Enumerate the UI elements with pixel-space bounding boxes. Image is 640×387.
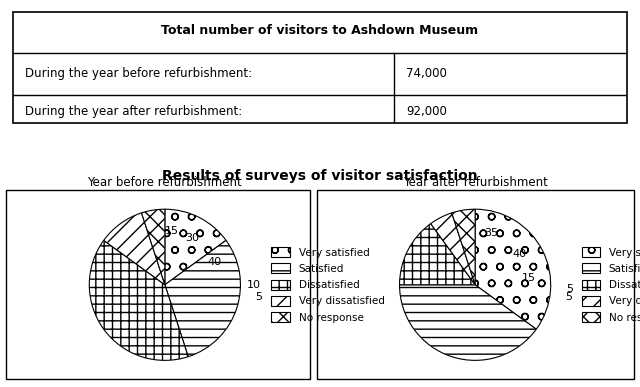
Wedge shape [399, 224, 475, 285]
Text: 5: 5 [565, 292, 572, 302]
Point [390, 120, 397, 125]
Text: 30: 30 [185, 233, 199, 243]
Wedge shape [165, 209, 226, 285]
Text: 15: 15 [522, 273, 536, 283]
Wedge shape [431, 213, 475, 285]
Text: 74,000: 74,000 [406, 67, 447, 80]
Text: 40: 40 [513, 248, 527, 259]
Wedge shape [104, 213, 165, 285]
Wedge shape [165, 240, 241, 357]
Text: 10: 10 [247, 280, 261, 290]
Wedge shape [452, 209, 475, 285]
Point [390, 50, 397, 55]
Title: Year before refurbishment: Year before refurbishment [88, 176, 243, 189]
Title: Year after refurbishment: Year after refurbishment [403, 176, 548, 189]
FancyBboxPatch shape [13, 12, 627, 123]
Text: 92,000: 92,000 [406, 105, 447, 118]
Text: 5: 5 [255, 292, 262, 302]
Text: 35: 35 [484, 228, 499, 238]
Wedge shape [90, 240, 188, 360]
Text: During the year after refurbishment:: During the year after refurbishment: [25, 105, 243, 118]
Text: 15: 15 [165, 226, 179, 236]
Wedge shape [141, 209, 165, 285]
Wedge shape [475, 209, 550, 329]
Text: 40: 40 [207, 257, 221, 267]
Text: Results of surveys of visitor satisfaction: Results of surveys of visitor satisfacti… [162, 169, 478, 183]
Wedge shape [399, 285, 536, 360]
Text: During the year before refurbishment:: During the year before refurbishment: [25, 67, 252, 80]
Legend: Very satisfied, Satisfied, Dissatisfied, Very dissatisfied, No response: Very satisfied, Satisfied, Dissatisfied,… [579, 244, 640, 326]
Text: Total number of visitors to Ashdown Museum: Total number of visitors to Ashdown Muse… [161, 24, 479, 37]
Legend: Very satisfied, Satisfied, Dissatisfied, Very dissatisfied, No response: Very satisfied, Satisfied, Dissatisfied,… [268, 244, 388, 326]
Text: 5: 5 [566, 284, 573, 294]
